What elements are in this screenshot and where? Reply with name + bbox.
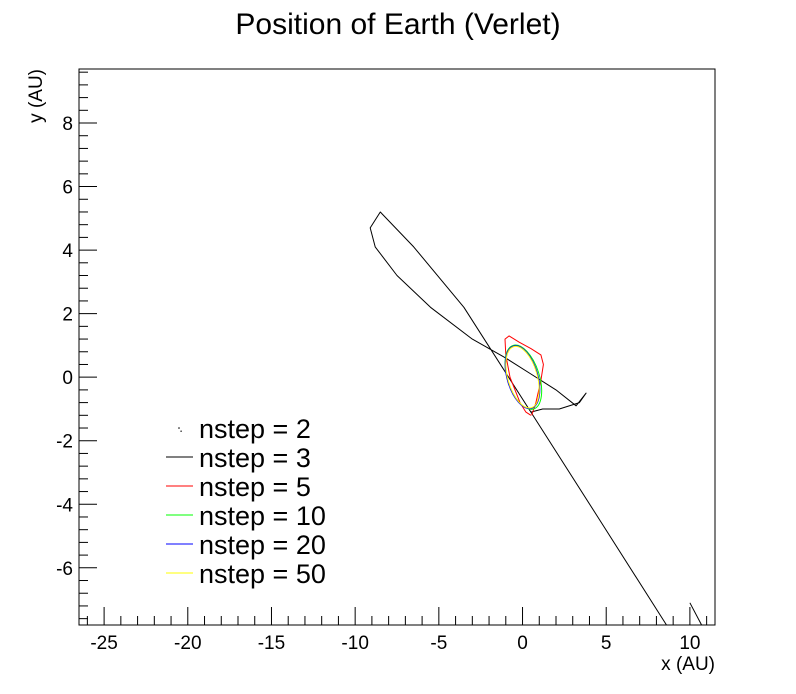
y-tick-label: 4	[62, 241, 73, 262]
y-axis-title: y (AU)	[26, 69, 47, 123]
y-tick-label: 2	[62, 305, 73, 326]
series-layer	[180, 211, 703, 626]
series-nstep-3	[369, 211, 703, 626]
legend-marker-nstep-2	[178, 427, 180, 429]
y-tick-label: -4	[56, 495, 73, 516]
series-nstep-20	[504, 345, 541, 410]
legend-label: nstep = 10	[199, 501, 326, 531]
legend-label: nstep = 2	[199, 414, 311, 444]
legend-label: nstep = 5	[199, 472, 311, 502]
point-nstep-2	[180, 430, 182, 432]
x-tick-label: -15	[258, 633, 285, 654]
x-tick-label: 0	[517, 633, 528, 654]
x-tick-label: 10	[679, 633, 700, 654]
plot-frame	[78, 68, 716, 626]
series-nstep-5	[504, 335, 544, 416]
axis-ticks	[79, 71, 708, 625]
x-tick-label: 5	[601, 633, 612, 654]
legend-label: nstep = 20	[199, 530, 326, 560]
x-tick-label: -10	[341, 633, 368, 654]
series-nstep-50	[505, 345, 540, 409]
y-tick-label: -2	[56, 432, 73, 453]
x-tick-label: -20	[174, 633, 201, 654]
y-tick-label: 6	[62, 178, 73, 199]
y-tick-label: -6	[56, 559, 73, 580]
y-tick-label: 8	[62, 114, 73, 135]
y-tick-label: 0	[62, 368, 73, 389]
legend-label: nstep = 3	[199, 443, 311, 473]
x-axis-title: x (AU)	[661, 654, 715, 675]
legend-label: nstep = 50	[199, 559, 326, 589]
x-tick-label: -5	[430, 633, 447, 654]
x-tick-label: -25	[90, 633, 117, 654]
chart-title: Position of Earth (Verlet)	[235, 8, 560, 41]
